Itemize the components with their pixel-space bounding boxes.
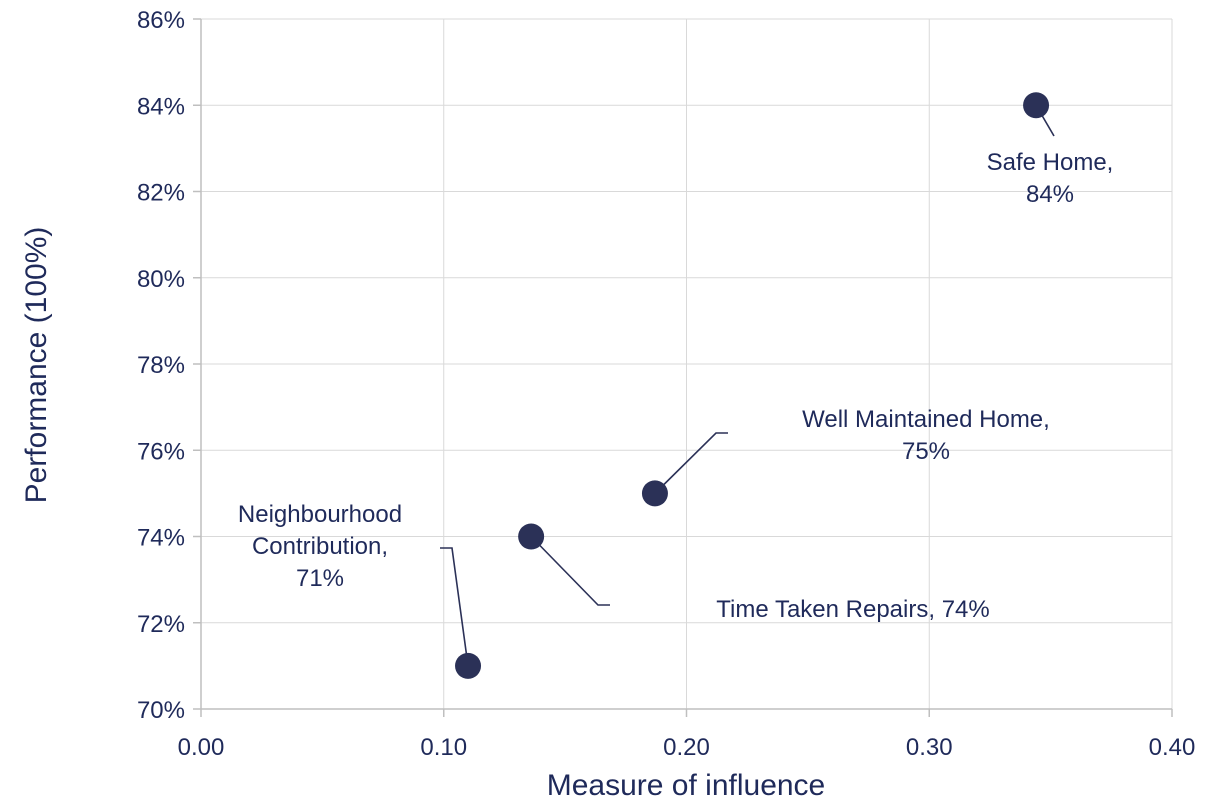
x-tick-label: 0.30 (906, 734, 953, 761)
leader-line (530, 535, 610, 606)
y-tick-label: 82% (137, 180, 185, 207)
data-label: Safe Home, 84% (987, 149, 1114, 208)
data-label-line: 84% (1026, 181, 1074, 208)
y-tick-label: 78% (137, 352, 185, 379)
y-tick-label: 72% (137, 611, 185, 638)
y-axis-title: Performance (100%) (20, 227, 53, 504)
data-label: Well Maintained Home, 75% (802, 406, 1050, 465)
data-label-line: Contribution, (252, 533, 388, 560)
y-tick-label: 86% (137, 7, 185, 34)
x-tick-label: 0.40 (1149, 734, 1196, 761)
x-tick-label: 0.00 (178, 734, 225, 761)
data-point (641, 480, 668, 507)
x-tick-labels: 0.00 0.10 0.20 0.30 0.40 (178, 734, 1196, 761)
data-labels: Safe Home, 84% Well Maintained Home, 75% Tim… (238, 149, 1113, 623)
gridlines (201, 18, 1173, 709)
data-label-line: Neighbourhood (238, 501, 402, 528)
y-tick-label: 80% (137, 266, 185, 293)
data-label-line: Time Taken Repairs, 74% (716, 596, 989, 623)
x-tick-label: 0.10 (420, 734, 467, 761)
y-tick-labels: 70% 72% 74% 76% 78% 80% 82% 84% 86% (137, 7, 185, 724)
data-label: Time Taken Repairs, 74% (716, 596, 989, 623)
data-label-line: Well Maintained Home, (802, 406, 1050, 433)
data-label-line: 71% (296, 565, 344, 592)
x-axis-title: Measure of influence (547, 769, 826, 802)
data-point (1023, 92, 1050, 119)
data-point (455, 652, 482, 679)
y-tick-label: 70% (137, 697, 185, 724)
data-points (455, 92, 1050, 679)
leader-line (440, 547, 469, 666)
x-tick-label: 0.20 (663, 734, 710, 761)
y-tick-label: 74% (137, 525, 185, 552)
axes (193, 18, 1173, 717)
data-label-line: 75% (902, 438, 950, 465)
y-tick-label: 76% (137, 438, 185, 465)
data-label-line: Safe Home, (987, 149, 1114, 176)
leader-line (654, 432, 728, 494)
data-label: Neighbourhood Contribution, 71% (238, 501, 402, 592)
leader-lines (440, 104, 1055, 666)
data-point (518, 523, 545, 550)
y-tick-label: 84% (137, 93, 185, 120)
